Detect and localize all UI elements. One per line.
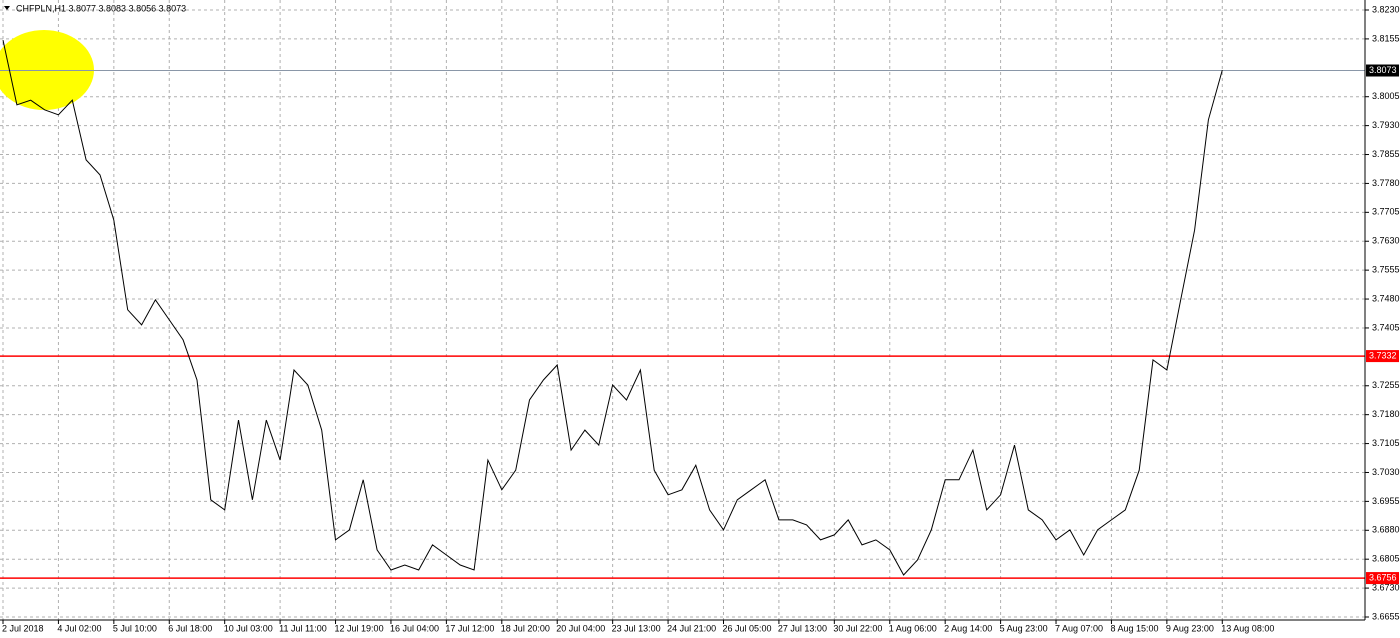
y-tick-label: 3.6955 bbox=[1372, 496, 1400, 506]
x-tick-label: 24 Jul 21:00 bbox=[667, 623, 716, 633]
x-tick-label: 1 Aug 06:00 bbox=[889, 623, 937, 633]
x-tick-label: 2 Jul 2018 bbox=[2, 623, 44, 633]
plot bbox=[0, 39, 1365, 579]
y-tick-label: 3.7030 bbox=[1372, 467, 1400, 477]
price-label-box bbox=[1366, 572, 1399, 585]
x-tick-label: 20 Jul 04:00 bbox=[556, 623, 605, 633]
price-label: 3.6756 bbox=[1369, 572, 1397, 582]
x-tick-label: 6 Jul 18:00 bbox=[168, 623, 212, 633]
y-tick-label: 3.7480 bbox=[1372, 293, 1400, 303]
highlight bbox=[0, 30, 94, 110]
price-label-box bbox=[1366, 64, 1399, 77]
x-tick-label: 7 Aug 07:00 bbox=[1055, 623, 1103, 633]
x-tick-label: 26 Jul 05:00 bbox=[722, 623, 771, 633]
x-tick-label: 5 Jul 10:00 bbox=[113, 623, 157, 633]
chart-title: CHFPLN,H1 3.8077 3.8083 3.8056 3.8073 bbox=[16, 3, 186, 13]
y-tick-label: 3.7405 bbox=[1372, 322, 1400, 332]
x-tick-label: 4 Jul 02:00 bbox=[57, 623, 101, 633]
menu-arrow[interactable] bbox=[4, 6, 10, 10]
y-tick-label: 3.7255 bbox=[1372, 380, 1400, 390]
y-tick-label: 3.8230 bbox=[1372, 4, 1400, 14]
x-tick-label: 13 Aug 08:00 bbox=[1221, 623, 1274, 633]
y-tick-label: 3.7780 bbox=[1372, 178, 1400, 188]
price-label-box bbox=[1366, 350, 1399, 363]
x-tick-label: 12 Jul 19:00 bbox=[335, 623, 384, 633]
price-line bbox=[2, 39, 1223, 576]
x-tick-label: 16 Jul 04:00 bbox=[390, 623, 439, 633]
x-tick-label: 18 Jul 20:00 bbox=[501, 623, 550, 633]
x-tick-label: 30 Jul 22:00 bbox=[833, 623, 882, 633]
y-tick-label: 3.7180 bbox=[1372, 409, 1400, 419]
y-tick-label: 3.7930 bbox=[1372, 120, 1400, 130]
y-tick-label: 3.8005 bbox=[1372, 91, 1400, 101]
x-tick-label: 10 Jul 03:00 bbox=[224, 623, 273, 633]
y-tick-label: 3.8155 bbox=[1372, 33, 1400, 43]
y-tick-label: 3.6655 bbox=[1372, 611, 1400, 621]
x-tick-label: 27 Jul 13:00 bbox=[778, 623, 827, 633]
price-label: 3.7332 bbox=[1369, 350, 1397, 360]
y-tick-label: 3.6880 bbox=[1372, 525, 1400, 535]
y-tick-label: 3.7630 bbox=[1372, 236, 1400, 246]
x-tick-label: 8 Aug 15:00 bbox=[1110, 623, 1158, 633]
x-tick-label: 11 Jul 11:00 bbox=[279, 623, 327, 633]
x-tick-label: 23 Jul 13:00 bbox=[612, 623, 661, 633]
grid bbox=[0, 0, 1365, 620]
y-tick-label: 3.7855 bbox=[1372, 149, 1400, 159]
x-tick-label: 17 Jul 12:00 bbox=[445, 623, 494, 633]
price-label: 3.8073 bbox=[1369, 65, 1397, 75]
y-tick-label: 3.6730 bbox=[1372, 582, 1400, 592]
y-tick-label: 3.7105 bbox=[1372, 438, 1400, 448]
y-tick-label: 3.7555 bbox=[1372, 265, 1400, 275]
labels: 3.8230 3.8155 3.8005 3.7930 3.7855 3.7780 3.77… bbox=[2, 4, 1400, 633]
x-tick-label: 9 Aug 23:00 bbox=[1166, 623, 1214, 633]
x-tick-label: 5 Aug 23:00 bbox=[1000, 623, 1048, 633]
x-tick-label: 2 Aug 14:00 bbox=[944, 623, 992, 633]
y-tick-label: 3.6805 bbox=[1372, 554, 1400, 564]
y-tick-label: 3.7705 bbox=[1372, 207, 1400, 217]
